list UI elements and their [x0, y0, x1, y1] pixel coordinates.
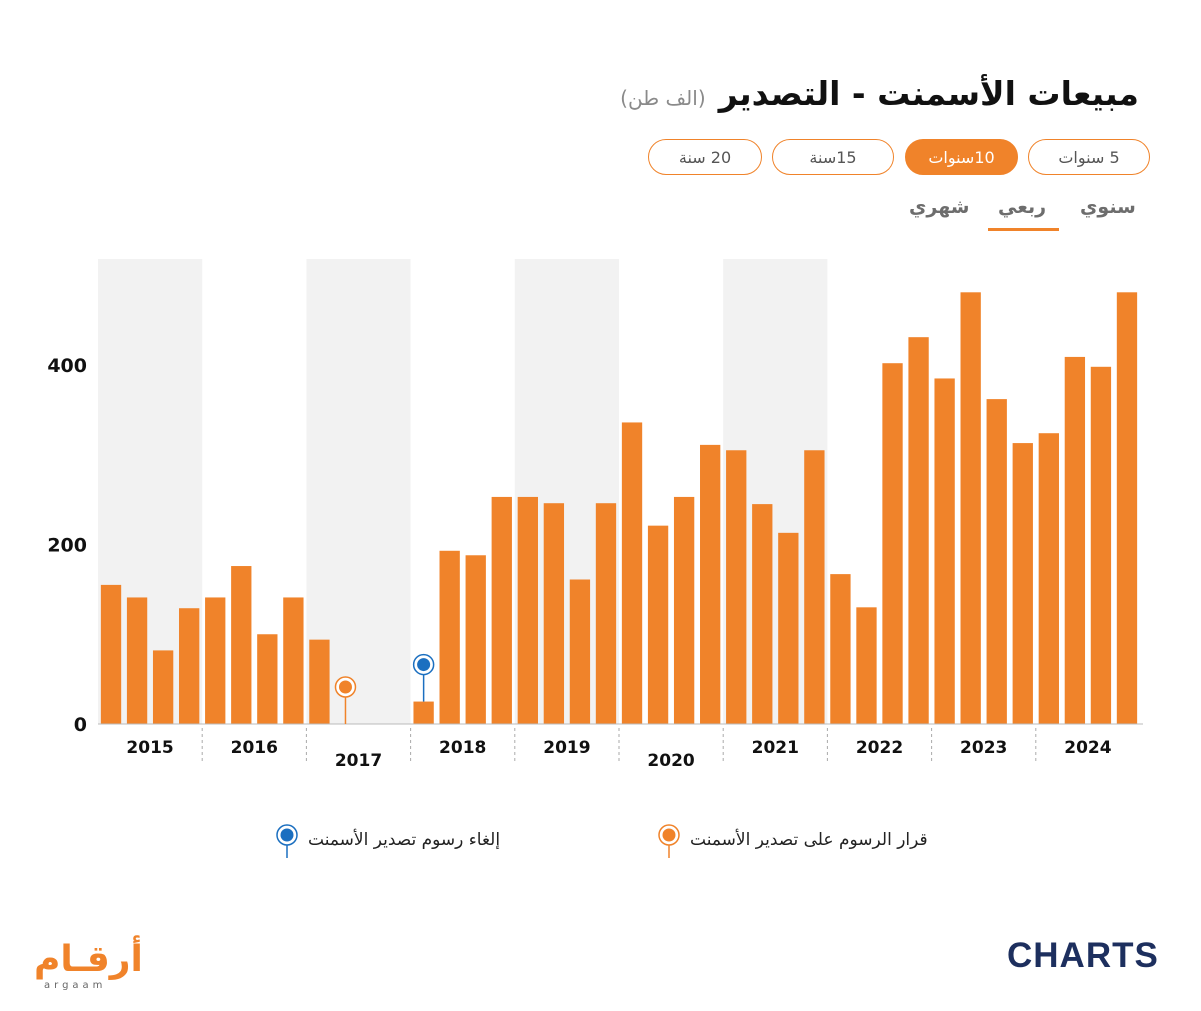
bar [1090, 366, 1112, 724]
bar [700, 444, 721, 724]
argaam-logo: أرقـام argaam [34, 939, 143, 992]
bar [1116, 292, 1138, 724]
argaam-logo-latin: argaam [44, 980, 107, 991]
bar [543, 503, 565, 724]
bar [491, 496, 512, 724]
bar [257, 634, 278, 724]
orange-pin-icon [658, 824, 680, 858]
bar [569, 579, 591, 724]
bar [647, 525, 669, 724]
bar [595, 503, 617, 724]
bar-chart: 0 200 400 2015 2016 2017 2018 2019 2020 2021 2022 2… [47, 259, 1143, 771]
freq-tab-annual[interactable]: سنوي [1080, 196, 1136, 218]
freq-tab-quarterly[interactable]: ربعي [998, 196, 1047, 218]
bar [778, 532, 799, 724]
y-tick-label: 0 [74, 714, 87, 736]
bar [439, 550, 460, 724]
blue-pin-icon [276, 824, 298, 858]
bar [960, 292, 981, 724]
legend-removed: إلغاء رسوم تصدير الأسمنت [274, 822, 500, 858]
bar [804, 450, 825, 724]
year-label: 2020 [647, 751, 694, 771]
marker-imposed [338, 680, 352, 694]
range-tab-10-years[interactable]: 10سنوات [905, 139, 1018, 175]
bar [309, 639, 330, 724]
bar [152, 650, 174, 724]
range-tab-5-years[interactable]: 5 سنوات [1028, 139, 1150, 175]
year-label: 2019 [543, 738, 590, 758]
marker-removed [417, 658, 431, 672]
bar [517, 496, 538, 724]
chart-title: مبيعات الأسمنت - التصدير [718, 74, 1139, 113]
bar [752, 504, 773, 724]
bar [100, 584, 122, 724]
bar [179, 608, 200, 724]
bar [856, 607, 877, 724]
bar [726, 450, 747, 724]
bar [1038, 433, 1059, 724]
legend-imposed-label: قرار الرسوم على تصدير الأسمنت [690, 830, 928, 850]
bar [830, 574, 851, 724]
y-tick-label: 400 [47, 355, 87, 377]
bar [934, 378, 955, 724]
bar [231, 566, 252, 724]
bar [283, 597, 304, 724]
year-label: 2021 [752, 738, 799, 758]
chart-title-row: مبيعات الأسمنت - التصدير (الف طن) [620, 74, 1139, 113]
charts-logo: CHARTS [1007, 936, 1159, 975]
year-label: 2018 [439, 738, 486, 758]
argaam-logo-arabic: أرقـام [34, 939, 143, 980]
bar [1064, 356, 1086, 724]
bar [621, 422, 643, 724]
year-label: 2022 [856, 738, 903, 758]
bar [1012, 443, 1033, 724]
range-tab-15-years[interactable]: 15سنة [772, 139, 894, 175]
range-tab-20-years[interactable]: 20 سنة [648, 139, 762, 175]
chart-unit: (الف طن) [620, 86, 706, 110]
freq-tab-active-underline [988, 228, 1059, 231]
bar [413, 701, 434, 724]
year-label: 2016 [231, 738, 278, 758]
bar [465, 555, 486, 724]
bar [205, 597, 226, 724]
bar [986, 399, 1007, 724]
year-label: 2015 [126, 738, 173, 758]
bar [908, 337, 929, 724]
year-label: 2024 [1064, 738, 1111, 758]
y-tick-label: 200 [47, 535, 87, 557]
bar [882, 363, 903, 724]
year-label: 2017 [335, 751, 382, 771]
freq-tab-monthly[interactable]: شهري [909, 196, 970, 218]
year-label: 2023 [960, 738, 1007, 758]
legend-removed-label: إلغاء رسوم تصدير الأسمنت [308, 830, 501, 850]
legend-imposed: قرار الرسوم على تصدير الأسمنت [656, 822, 928, 858]
bar [126, 597, 148, 724]
bar [673, 496, 695, 724]
